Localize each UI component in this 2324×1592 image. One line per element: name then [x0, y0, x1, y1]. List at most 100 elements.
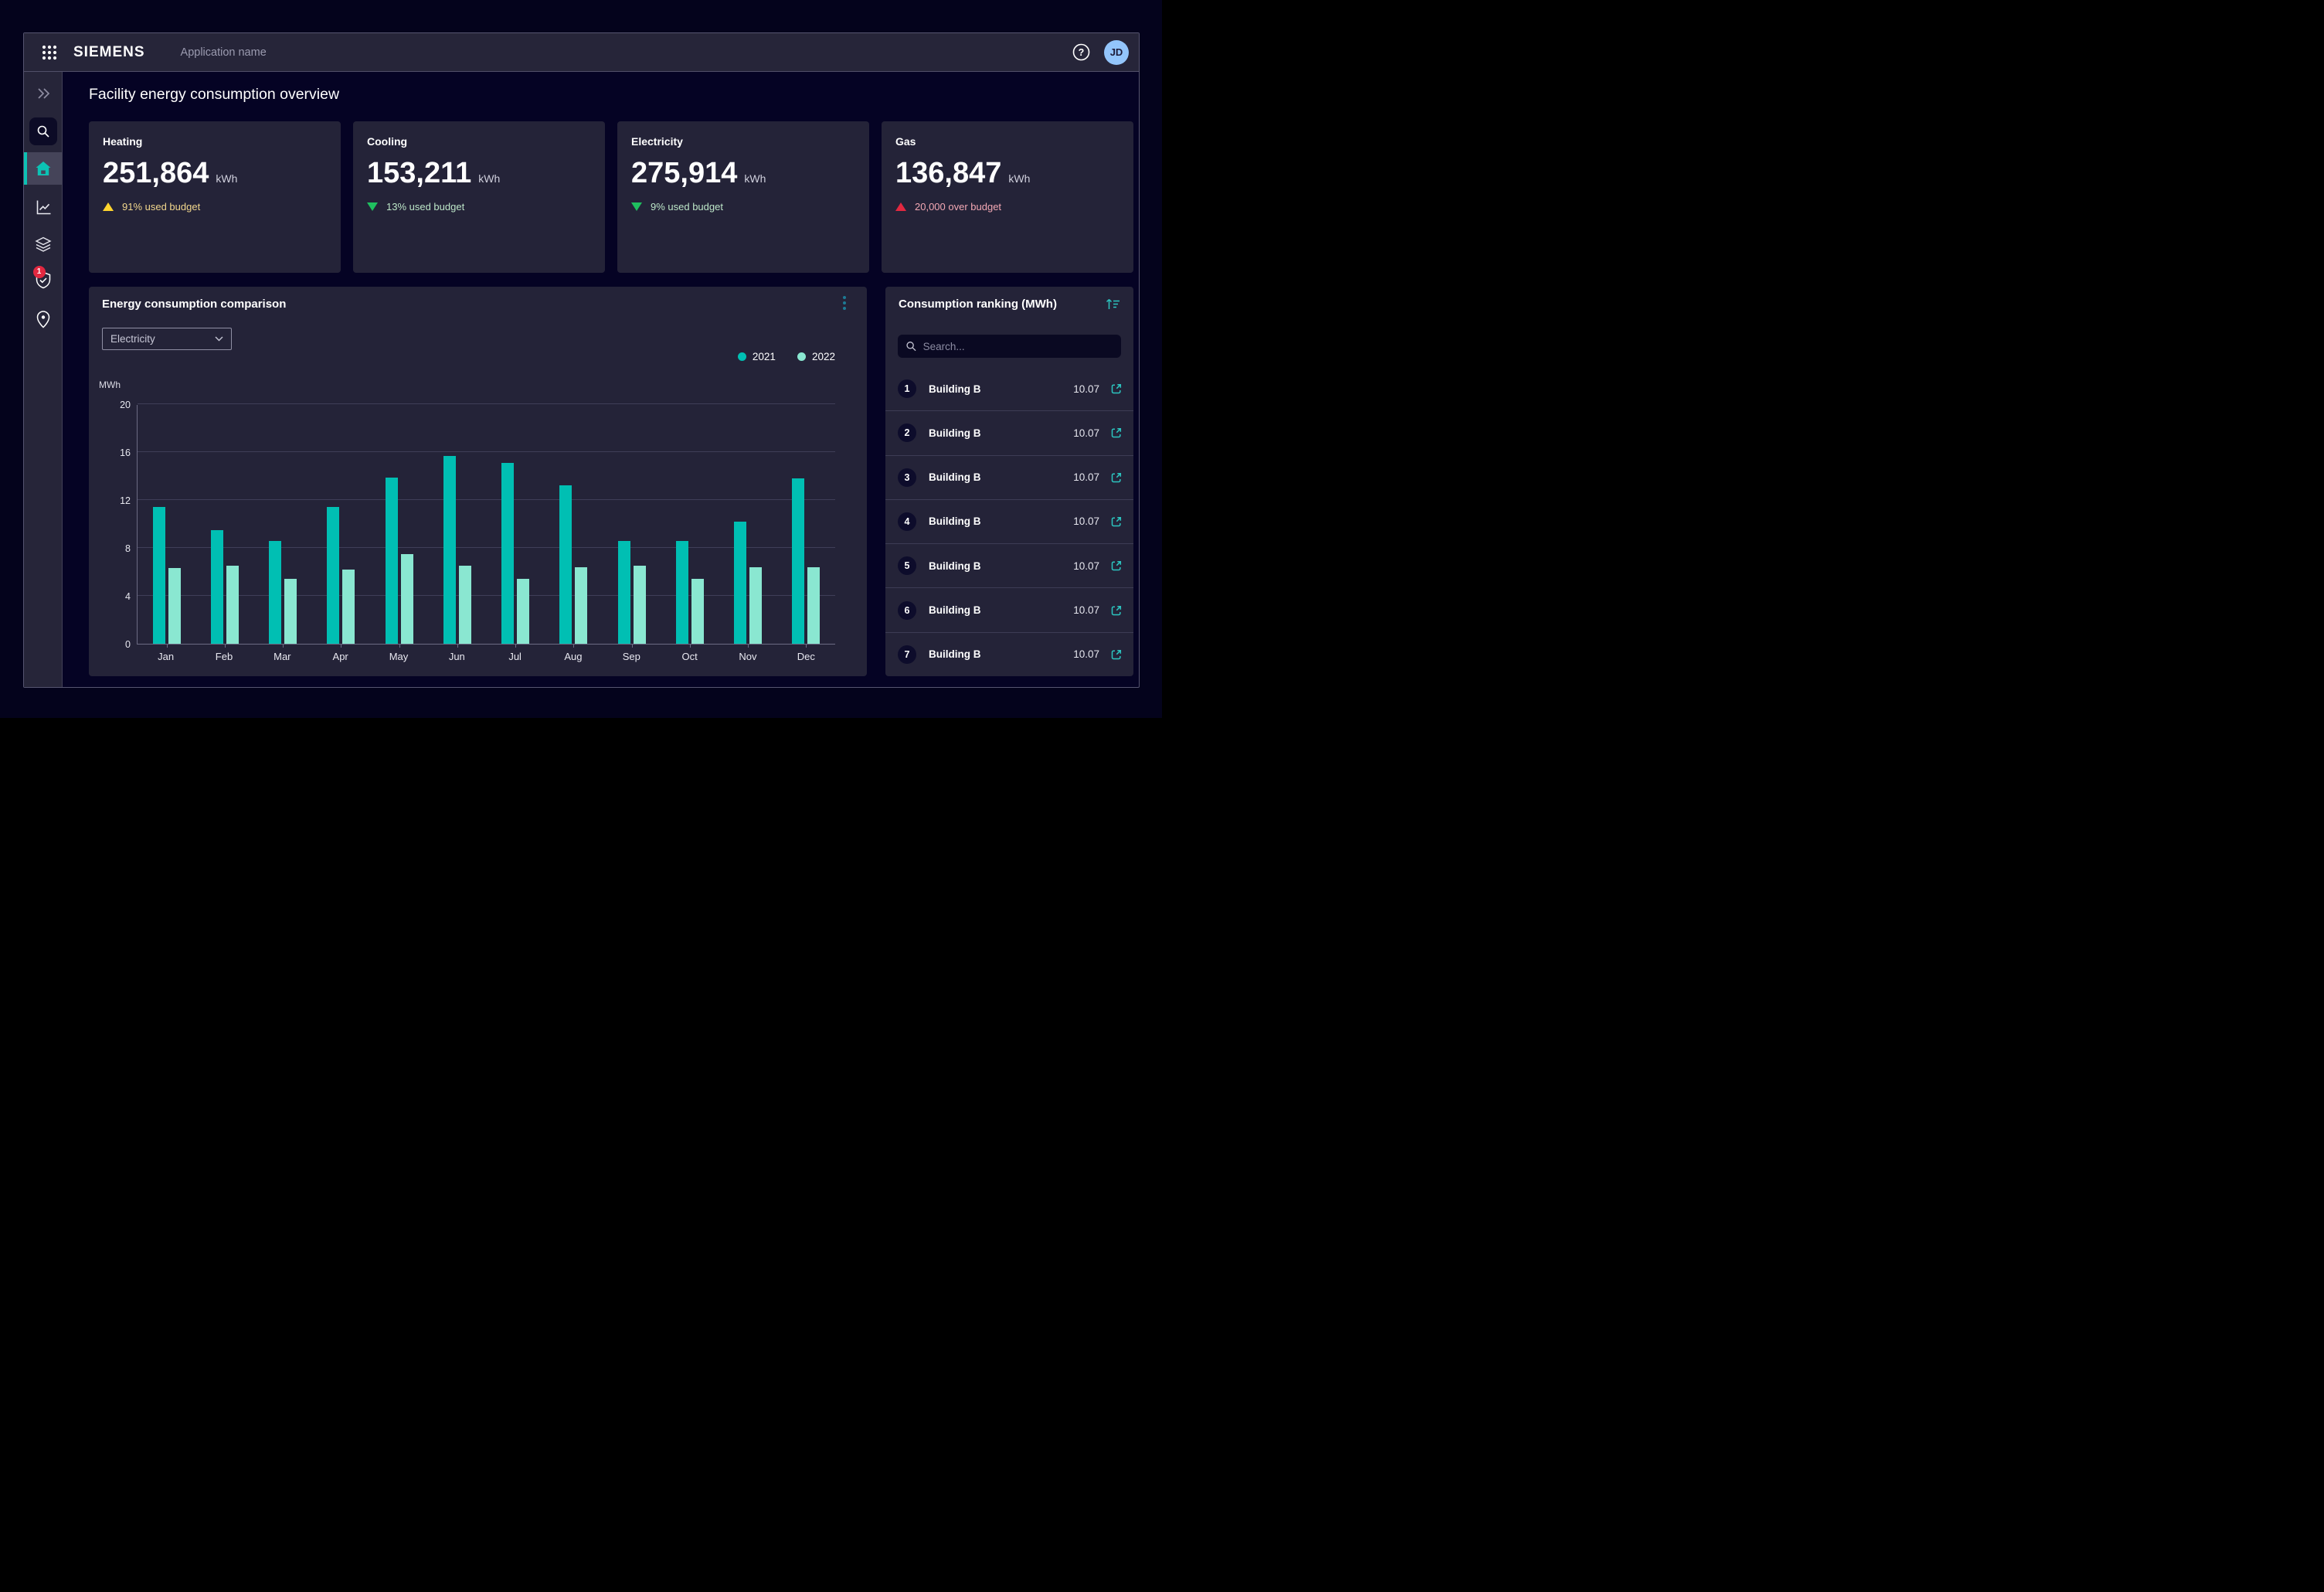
rank-badge: 4: [898, 512, 916, 531]
notification-badge: 1: [33, 266, 46, 278]
kpi-status: 20,000 over budget: [895, 201, 1001, 213]
sidebar: 1: [24, 72, 63, 687]
x-axis-tick: [515, 645, 516, 648]
external-link-icon[interactable]: [1110, 515, 1123, 528]
y-axis-tick-labels: 048121620: [95, 405, 131, 645]
dropdown-selected-value: Electricity: [110, 333, 155, 345]
bar-group-aug: [545, 405, 603, 644]
x-axis-label-may: May: [369, 651, 427, 662]
ranking-row: 6 Building B 10.07: [885, 587, 1133, 631]
x-axis-label-jul: Jul: [486, 651, 544, 662]
building-name: Building B: [929, 604, 981, 616]
x-axis-tick: [225, 645, 226, 648]
kpi-value: 275,914kWh: [631, 157, 766, 190]
x-axis-tick: [632, 645, 633, 648]
bar-2021-apr: [327, 507, 339, 644]
kpi-card-electricity: Electricity 275,914kWh 9% used budget: [617, 121, 869, 273]
y-tick-16: 16: [120, 447, 131, 458]
ranking-row: 1Building B10.07: [885, 367, 1133, 410]
bar-2021-feb: [211, 530, 223, 644]
avatar[interactable]: JD: [1104, 40, 1129, 65]
kpi-value: 251,864kWh: [103, 157, 237, 190]
x-axis-label-dec: Dec: [777, 651, 835, 662]
header-actions: ? JD: [1072, 40, 1129, 65]
search-input[interactable]: [923, 341, 1113, 352]
legend-item-2021[interactable]: 2021: [738, 351, 776, 362]
building-name: Building B: [929, 560, 981, 572]
consumption-value: 10.07: [1073, 471, 1099, 483]
external-link-icon[interactable]: [1110, 471, 1123, 484]
building-name: Building B: [929, 515, 981, 527]
rank-badge: 7: [898, 645, 916, 664]
sidebar-item-layers[interactable]: [24, 235, 62, 253]
bottom-black-bar: [0, 718, 1162, 796]
sidebar-item-search[interactable]: [24, 117, 62, 145]
consumption-ranking-card: Consumption ranking (MWh) 1Building B10.…: [885, 287, 1133, 676]
rank-badge: 6: [898, 601, 916, 620]
kpi-title: Electricity: [631, 135, 855, 148]
location-pin-icon: [36, 310, 51, 328]
external-link-icon[interactable]: [1110, 648, 1123, 661]
sidebar-item-analytics[interactable]: [24, 198, 62, 216]
x-axis-label-jan: Jan: [137, 651, 195, 662]
double-chevron-right-icon: [36, 87, 50, 100]
chart-legend: 2021 2022: [738, 351, 835, 362]
external-link-icon[interactable]: [1110, 604, 1123, 617]
external-link-icon[interactable]: [1110, 383, 1123, 395]
kebab-menu-icon[interactable]: [838, 296, 851, 315]
sort-ascending-icon: [1105, 298, 1121, 311]
bar-2022-apr: [342, 570, 355, 644]
rank-badge: 1: [898, 379, 916, 398]
bar-2021-aug: [559, 485, 572, 644]
y-tick-12: 12: [120, 495, 131, 506]
sidebar-expand-button[interactable]: [24, 84, 62, 103]
bar-group-dec: [777, 405, 835, 644]
shield-wrap: 1: [35, 271, 52, 294]
triangle-up-icon: [103, 202, 114, 211]
comparison-chart-card: Energy consumption comparison Electricit…: [89, 287, 867, 676]
legend-dot: [797, 352, 806, 361]
bar-2022-mar: [284, 579, 297, 644]
legend-dot: [738, 352, 746, 361]
triangle-down-icon: [367, 202, 378, 211]
kpi-value: 136,847kWh: [895, 157, 1030, 190]
consumption-value: 10.07: [1073, 560, 1099, 572]
siemens-logo: SIEMENS: [73, 44, 145, 61]
sidebar-item-locations[interactable]: [24, 310, 62, 328]
bar-2022-feb: [226, 566, 239, 644]
help-button[interactable]: ?: [1072, 43, 1090, 62]
app-launcher-grid-icon[interactable]: [38, 41, 61, 64]
triangle-down-icon: [631, 202, 642, 211]
bar-2022-jan: [168, 568, 181, 644]
bar-group-jul: [487, 405, 545, 644]
bar-2021-jan: [153, 507, 165, 644]
x-axis-tick: [457, 645, 458, 648]
external-link-icon[interactable]: [1110, 427, 1123, 439]
bar-2022-may: [401, 554, 413, 644]
kpi-number: 136,847: [895, 157, 1001, 190]
y-tick-4: 4: [125, 591, 131, 602]
rank-badge: 3: [898, 468, 916, 487]
kpi-card-cooling: Cooling153,211kWh13% used budget: [353, 121, 605, 273]
ranking-row: 3Building B10.07: [885, 455, 1133, 499]
consumption-value: 10.07: [1073, 604, 1099, 616]
x-axis-label-aug: Aug: [544, 651, 602, 662]
building-name: Building B: [929, 648, 981, 660]
sidebar-item-compliance[interactable]: 1: [24, 272, 62, 292]
x-axis-tick: [573, 645, 574, 648]
x-axis-tick: [748, 645, 749, 648]
bar-2021-jul: [501, 463, 514, 644]
ranking-row: 5 Building B 10.07: [885, 543, 1133, 587]
bar-group-sep: [603, 405, 661, 644]
sidebar-item-home-active[interactable]: [24, 152, 62, 185]
page-title: Facility energy consumption overview: [89, 86, 339, 104]
energy-type-dropdown[interactable]: Electricity: [102, 328, 232, 350]
rank-badge: 5: [898, 556, 916, 575]
kpi-unit: kWh: [478, 172, 500, 185]
bar-2022-oct: [691, 579, 704, 644]
kpi-status: 9% used budget: [631, 201, 723, 213]
external-link-icon[interactable]: [1110, 560, 1123, 572]
legend-item-2022[interactable]: 2022: [797, 351, 835, 362]
sort-button[interactable]: [1105, 298, 1121, 315]
kpi-number: 275,914: [631, 157, 737, 190]
